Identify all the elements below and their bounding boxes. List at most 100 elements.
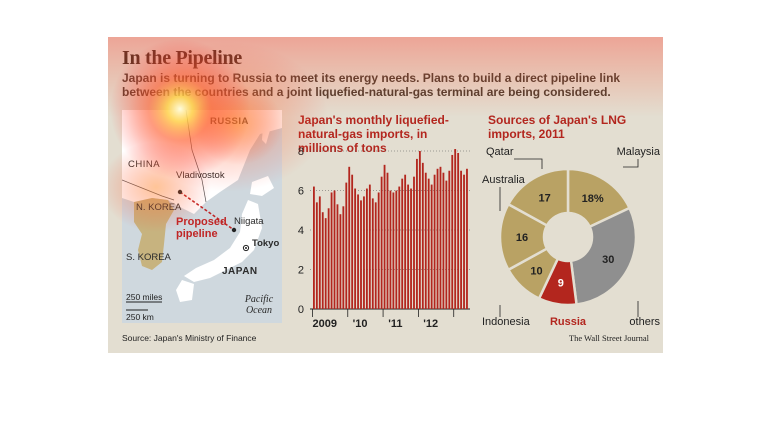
bar — [365, 188, 368, 309]
map-label-niigata: Niigata — [234, 216, 264, 227]
niigata-dot — [231, 227, 237, 233]
vladivostok-dot — [177, 189, 183, 195]
bar-y-tick-label: 4 — [298, 225, 304, 237]
bar-y-tick-label: 6 — [298, 186, 304, 198]
bar — [345, 182, 348, 309]
bar — [392, 192, 395, 309]
bar — [445, 180, 448, 310]
pie-leader-line — [514, 158, 543, 169]
bar — [442, 172, 445, 309]
bar — [460, 170, 462, 309]
bar — [457, 152, 460, 309]
honshu-shape — [184, 200, 262, 282]
map-scale-miles: 250 miles — [126, 292, 163, 302]
map-label-china: CHINA — [128, 159, 161, 170]
infographic-panel: In the Pipeline Japan is turning to Russ… — [108, 37, 663, 353]
bar — [315, 202, 318, 309]
map-label-russia: RUSSIA — [210, 116, 249, 127]
source-note: Source: Japan's Ministry of Finance — [122, 333, 257, 343]
bar — [389, 190, 392, 309]
bar — [336, 204, 339, 309]
bar-y-tick-label: 2 — [298, 265, 304, 277]
bar — [371, 198, 374, 309]
bar — [368, 184, 371, 309]
bar — [401, 178, 404, 309]
bar — [354, 188, 357, 309]
bar — [351, 174, 354, 309]
bar-y-tick-label: 8 — [298, 146, 304, 158]
bar — [374, 202, 377, 309]
pie-value-label: 17 — [538, 192, 550, 204]
bar — [416, 158, 418, 309]
bar — [357, 194, 359, 309]
bar — [360, 200, 362, 310]
bar — [395, 190, 398, 309]
bar-x-tick-label: 2009 — [313, 318, 337, 330]
pipeline-map: RUSSIA CHINA Vladivostok N. KOREA Propos… — [122, 110, 282, 323]
map-label-vladivostok: Vladivostok — [176, 170, 225, 181]
bar — [398, 186, 401, 309]
bar — [386, 172, 389, 309]
bar — [313, 186, 315, 309]
pie-slice-malaysia — [566, 167, 632, 229]
map-label-pacific-ocean: Pacific Ocean — [244, 294, 274, 316]
bar — [418, 151, 421, 309]
bar — [407, 184, 410, 309]
bar — [439, 166, 442, 309]
bar-y-tick-label: 0 — [298, 304, 304, 316]
pie-value-label: 9 — [558, 277, 564, 289]
pie-category-label: Russia — [550, 316, 587, 328]
pie-category-label: Australia — [482, 174, 526, 186]
bar — [327, 208, 330, 309]
bar — [380, 176, 383, 309]
pie-leader-line — [623, 159, 639, 168]
bar — [404, 174, 407, 309]
bar-x-tick-label: '10 — [353, 318, 368, 330]
bar — [363, 196, 365, 309]
bar — [318, 196, 321, 309]
pie-slice-qatar — [506, 167, 570, 228]
bar — [430, 184, 433, 309]
pie-category-label: Indonesia — [482, 316, 531, 328]
map-label-japan: JAPAN — [222, 266, 258, 277]
bar — [466, 168, 468, 309]
bar — [321, 212, 324, 309]
map-label-s-korea: S. KOREA — [126, 252, 171, 263]
pie-value-label: 16 — [516, 232, 528, 244]
bar — [448, 170, 451, 309]
bar — [342, 206, 345, 309]
pie-value-label: 10 — [530, 266, 542, 278]
pie-value-label: 18% — [582, 193, 604, 205]
map-label-proposed-pipeline: Proposed pipeline — [176, 216, 227, 240]
bar — [427, 178, 430, 309]
bar — [421, 162, 424, 309]
bar — [330, 192, 333, 309]
bar — [339, 214, 342, 309]
bar — [451, 154, 454, 309]
bar-chart: 0 2 4 6 8 2009 '10 '11 '12 — [298, 146, 470, 330]
bar — [410, 188, 412, 309]
map-label-n-korea: N. KOREA — [136, 202, 182, 213]
bar — [333, 190, 336, 309]
tokyo-dot — [242, 244, 250, 252]
pie-value-label: 30 — [602, 254, 614, 266]
pie-category-label: Malaysia — [617, 146, 661, 158]
page-subtitle: Japan is turning to Russia to meet its e… — [122, 71, 621, 99]
pie-chart: 18% Malaysia 30 others 9 Russia 10 Indonesia 16 A… — [482, 146, 661, 328]
bar-x-tick-label: '11 — [388, 318, 402, 330]
bar — [413, 176, 415, 309]
hokkaido-shape — [250, 176, 274, 196]
bar — [454, 149, 457, 309]
bar-x-tick-label: '12 — [423, 318, 438, 330]
bar — [436, 168, 439, 309]
pie-category-label: Qatar — [486, 146, 514, 158]
bar — [377, 192, 380, 309]
credit-note: The Wall Street Journal — [568, 333, 649, 343]
pie-slice-others — [569, 206, 638, 306]
page-title: In the Pipeline — [122, 47, 242, 69]
pie-category-label: others — [629, 316, 660, 328]
bar — [424, 172, 427, 309]
map-label-tokyo: Tokyo — [252, 238, 280, 249]
bar — [463, 174, 465, 309]
bar — [348, 166, 351, 309]
